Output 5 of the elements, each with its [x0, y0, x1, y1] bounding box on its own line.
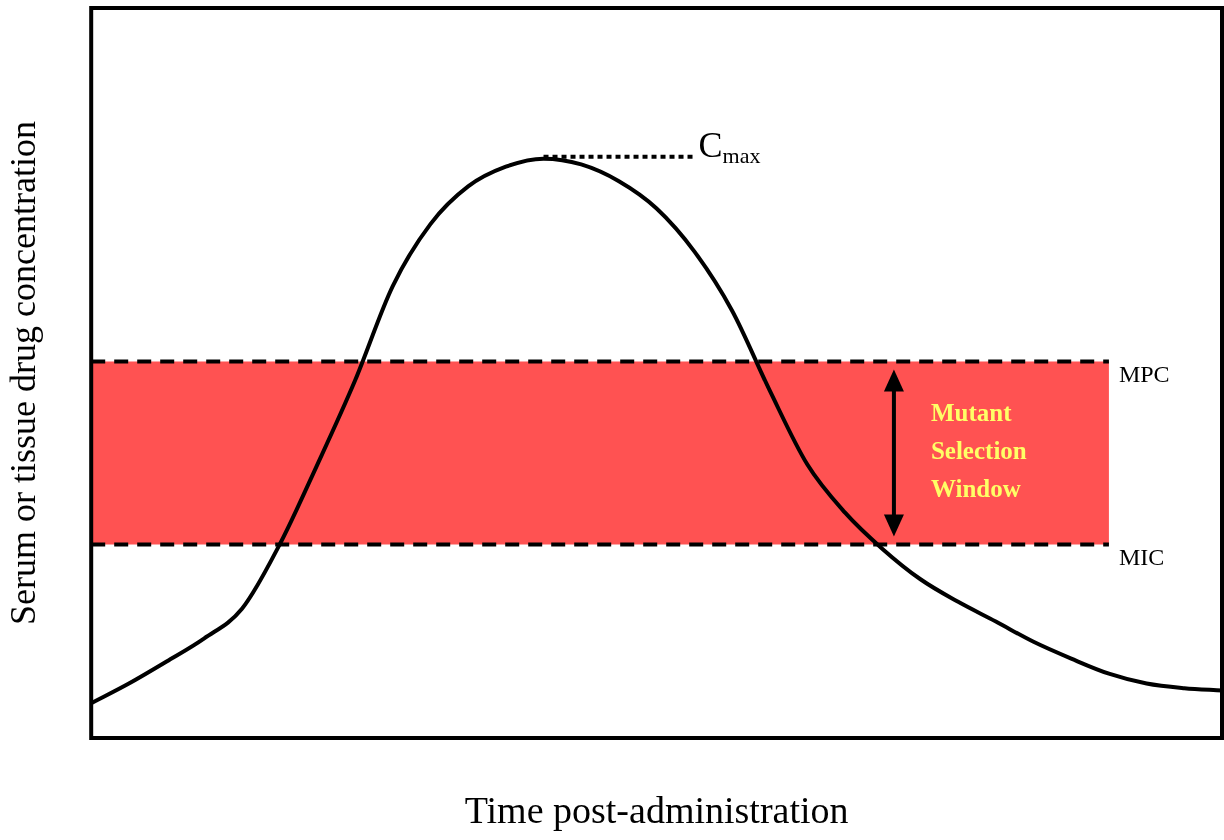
band-label: Mutant Selection Window — [930, 399, 1027, 503]
ref-line-label: MPC — [1118, 360, 1170, 387]
x-axis-title: Time post-administration — [464, 789, 849, 832]
y-axis-title: Serum or tissue drug concentration — [3, 121, 44, 625]
ref-line-label: MIC — [1118, 543, 1165, 570]
